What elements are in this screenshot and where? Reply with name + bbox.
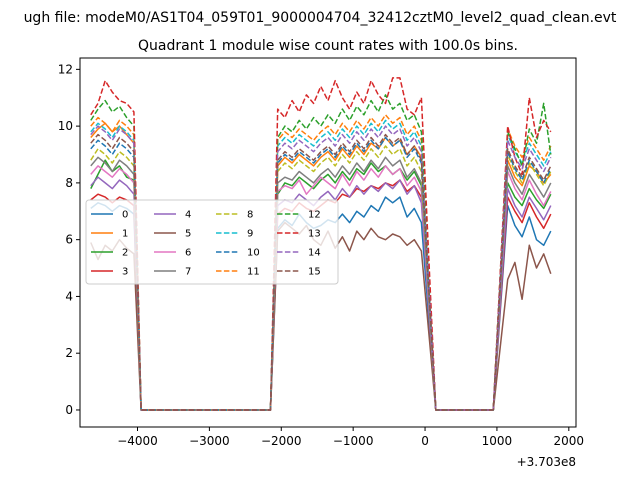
y-axis: 0 2 4 6 8 10 12	[58, 62, 80, 417]
series-line-10	[90, 136, 552, 411]
x-tick-label: 0	[421, 434, 429, 448]
y-tick-label: 6	[65, 233, 73, 247]
x-offset-label: +3.703e8	[517, 455, 576, 469]
y-tick-label: 4	[65, 289, 73, 303]
y-tick-label: 8	[65, 176, 73, 190]
legend-label-10: 10	[247, 248, 260, 259]
x-tick-label: −3000	[189, 434, 230, 448]
y-tick-label: 2	[65, 346, 73, 360]
x-axis: −4000 −3000 −2000 −1000 0 1000 2000	[117, 427, 584, 448]
legend-frame	[85, 199, 339, 285]
y-tick-label: 0	[65, 403, 73, 417]
legend-label-6: 6	[185, 248, 191, 259]
legend-label-13: 13	[308, 229, 321, 240]
legend-label-3: 3	[122, 267, 128, 278]
y-tick-label: 10	[58, 119, 73, 133]
legend-label-15: 15	[308, 267, 321, 278]
legend-label-9: 9	[247, 229, 253, 240]
x-tick-label: 1000	[482, 434, 513, 448]
legend-label-7: 7	[185, 267, 191, 278]
legend-label-2: 2	[122, 248, 128, 259]
chart-title: Quadrant 1 module wise count rates with …	[138, 38, 518, 54]
x-tick-label: 2000	[554, 434, 585, 448]
x-tick-label: −1000	[333, 434, 374, 448]
legend-label-8: 8	[247, 210, 253, 221]
legend-label-4: 4	[185, 210, 191, 221]
legend-label-12: 12	[308, 210, 321, 221]
series-line-5	[90, 221, 552, 411]
y-tick-label: 12	[58, 62, 73, 76]
x-tick-label: −2000	[261, 434, 302, 448]
legend-label-0: 0	[122, 210, 128, 221]
x-tick-label: −4000	[117, 434, 158, 448]
legend-label-11: 11	[247, 267, 260, 278]
suptitle: ugh file: modeM0/AS1T04_059T01_900000470…	[24, 10, 617, 26]
legend-label-5: 5	[185, 229, 191, 240]
series-line-8	[90, 145, 552, 411]
legend-label-14: 14	[308, 248, 321, 259]
legend-label-1: 1	[122, 229, 128, 240]
